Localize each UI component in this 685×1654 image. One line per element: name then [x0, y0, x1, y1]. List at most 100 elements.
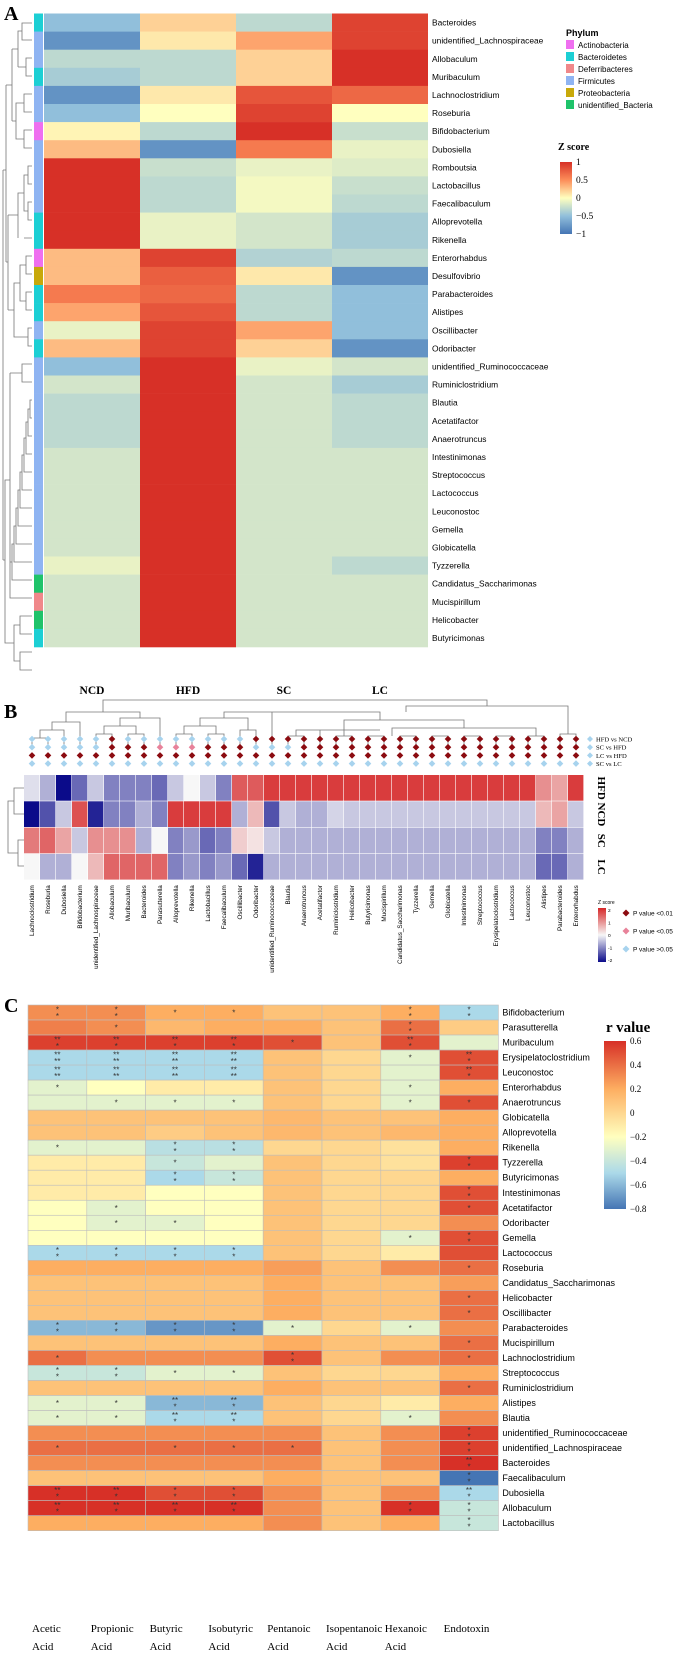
significance-star: ** — [231, 1051, 237, 1060]
column-label: HFD — [176, 685, 200, 697]
column-label: Candidatus_Saccharimonas — [397, 885, 404, 964]
significance-diamond — [364, 735, 372, 743]
pvalue-legend-label: P value >0.05 — [633, 947, 673, 954]
significance-star: * — [173, 1219, 176, 1228]
row-label: Odoribacter — [502, 1218, 549, 1228]
heatmap-cell — [168, 801, 184, 827]
row-label: Roseburia — [502, 1263, 543, 1273]
heatmap-cell — [321, 1214, 382, 1231]
heatmap-cell — [86, 1154, 146, 1171]
significance-star: * — [467, 1099, 470, 1108]
heatmap-cell — [40, 827, 56, 854]
heatmap-cell — [232, 775, 248, 801]
heatmap-cell — [236, 574, 332, 593]
heatmap-cell — [568, 775, 584, 801]
significance-star: * — [56, 1399, 59, 1408]
significance-star: * — [467, 1072, 470, 1081]
heatmap-cell — [86, 1335, 146, 1351]
pvalue-swatch — [622, 927, 630, 935]
heatmap-cell — [321, 1245, 382, 1261]
heatmap-cell — [552, 801, 568, 827]
heatmap-cell — [321, 1320, 382, 1336]
column-label: Hexanoic — [385, 1623, 427, 1635]
row-label: Leuconostoc — [502, 1068, 554, 1078]
pvalue-swatch — [622, 945, 630, 953]
heatmap-cell — [145, 1305, 205, 1321]
heatmap-cell — [204, 1199, 264, 1216]
heatmap-cell — [439, 1365, 499, 1381]
heatmap-cell — [56, 801, 72, 827]
significance-diamond — [332, 760, 340, 767]
significance-star: ** — [231, 1057, 237, 1066]
significance-star: * — [467, 1339, 470, 1348]
heatmap-cell — [332, 393, 428, 412]
heatmap-cell — [27, 1290, 88, 1306]
significance-diamond — [540, 752, 548, 759]
heatmap-cell — [321, 1154, 382, 1171]
heatmap-cell — [321, 1275, 382, 1291]
heatmap-cell — [204, 1335, 264, 1351]
significance-star: * — [467, 1523, 470, 1532]
row-label: Oscillibacter — [432, 325, 478, 335]
phylum-swatch — [566, 88, 574, 97]
zscore-tick-label: 1 — [576, 158, 581, 168]
heatmap-cell — [27, 1199, 88, 1216]
phylum-color-cell — [34, 429, 43, 449]
phylum-color-cell — [34, 447, 43, 467]
heatmap-cell — [376, 801, 392, 827]
significance-diamond — [396, 760, 404, 767]
heatmap-cell — [312, 775, 328, 801]
column-label: Alloprevotella — [173, 885, 180, 923]
phylum-legend-label: Proteobacteria — [578, 89, 631, 98]
heatmap-cell — [520, 775, 536, 801]
significance-diamond — [508, 743, 516, 751]
heatmap-cell — [236, 49, 332, 69]
heatmap-cell — [321, 1425, 382, 1441]
heatmap-cell — [168, 853, 184, 880]
heatmap-cell — [321, 1139, 382, 1156]
heatmap-cell — [204, 1455, 264, 1471]
phylum-swatch — [566, 100, 574, 109]
significance-diamond — [364, 760, 372, 767]
significance-star: * — [409, 1414, 412, 1423]
heatmap-cell — [204, 1260, 264, 1276]
row-label: Dubosiella — [502, 1488, 544, 1498]
heatmap-cell — [552, 827, 568, 854]
heatmap-cell — [184, 827, 200, 854]
significance-star: * — [232, 1508, 235, 1517]
column-label: Isopentanoic — [326, 1623, 382, 1635]
heatmap-cell — [204, 1214, 264, 1231]
phylum-color-cell — [34, 248, 43, 268]
heatmap-cell — [44, 212, 140, 231]
significance-diamond — [428, 752, 436, 759]
significance-star: * — [291, 1039, 294, 1048]
heatmap-cell — [145, 1335, 205, 1351]
heatmap-cell — [44, 13, 140, 32]
heatmap-cell — [44, 285, 140, 304]
row-label: Bacteroides — [502, 1458, 550, 1468]
significance-star: * — [115, 1321, 118, 1330]
heatmap-cell — [40, 853, 56, 880]
significance-diamond — [316, 735, 324, 743]
significance-diamond — [220, 752, 228, 759]
heatmap-cell — [236, 67, 332, 87]
significance-star: * — [115, 1246, 118, 1255]
row-label: Odoribacter — [432, 343, 476, 353]
row-label: Alistipes — [432, 307, 463, 317]
row-label: Ruminiclostridium — [502, 1383, 573, 1393]
significance-diamond — [44, 735, 52, 743]
heatmap-cell — [44, 375, 140, 394]
heatmap-cell — [44, 266, 140, 286]
heatmap-cell — [236, 610, 332, 630]
heatmap-cell — [332, 248, 428, 268]
heatmap-cell — [380, 1154, 440, 1171]
significance-star: ** — [54, 1051, 60, 1060]
heatmap-cell — [472, 801, 488, 827]
heatmap-cell — [439, 1034, 499, 1051]
row-label: Desulfovibrio — [432, 271, 481, 281]
heatmap-cell — [27, 1124, 88, 1141]
phylum-color-cell — [34, 411, 43, 431]
significance-diamond — [412, 760, 420, 767]
significance-star: * — [173, 1403, 176, 1412]
